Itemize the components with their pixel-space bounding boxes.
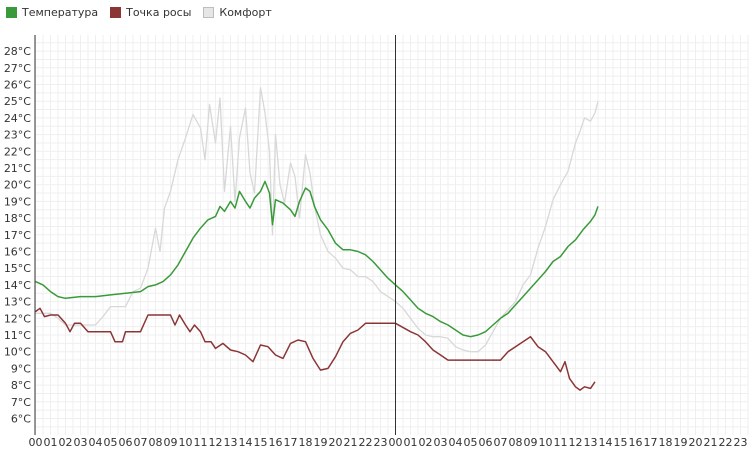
- x-tick-label: 18: [299, 436, 313, 449]
- x-tick-label: 07: [134, 436, 148, 449]
- x-tick-label: 14: [599, 436, 613, 449]
- legend-swatch-temperature: [6, 6, 17, 18]
- y-tick-label: 25°C: [4, 95, 31, 108]
- x-tick-label: 13: [224, 436, 238, 449]
- y-tick-label: 6°C: [11, 413, 31, 426]
- y-tick-label: 14°C: [4, 279, 31, 292]
- chart-legend: Температура Точка росы Комфорт: [6, 3, 284, 21]
- legend-swatch-dew-point: [110, 6, 122, 18]
- legend-swatch-comfort: [203, 6, 215, 18]
- x-tick-label: 22: [719, 436, 733, 449]
- y-tick-label: 13°C: [4, 296, 31, 309]
- x-tick-label: 21: [704, 436, 718, 449]
- x-tick-label: 06: [479, 436, 493, 449]
- x-tick-label: 20: [329, 436, 343, 449]
- x-tick-label: 21: [344, 436, 358, 449]
- x-tick-label: 16: [269, 436, 283, 449]
- x-tick-label: 17: [284, 436, 298, 449]
- x-tick-label: 05: [464, 436, 478, 449]
- x-tick-label: 05: [104, 436, 118, 449]
- x-tick-label: 10: [179, 436, 193, 449]
- y-tick-label: 23°C: [4, 129, 31, 142]
- y-tick-label: 17°C: [4, 229, 31, 242]
- y-tick-label: 8°C: [11, 379, 31, 392]
- y-axis-ticks: 6°C 7°C 8°C 9°C 10°C 11°C 12°C 13°C 14°C 15°C 16°C…: [4, 45, 31, 425]
- x-tick-label: 04: [449, 436, 463, 449]
- x-tick-label: 20: [689, 436, 703, 449]
- x-tick-label: 09: [524, 436, 538, 449]
- x-tick-label: 19: [314, 436, 328, 449]
- x-tick-label: 03: [74, 436, 88, 449]
- x-tick-label: 00: [29, 436, 43, 449]
- y-tick-label: 7°C: [11, 396, 31, 409]
- chart-series: [35, 87, 599, 391]
- x-tick-label: 08: [149, 436, 163, 449]
- x-tick-label: 12: [569, 436, 583, 449]
- y-tick-label: 19°C: [4, 195, 31, 208]
- x-tick-label: 15: [614, 436, 628, 449]
- y-tick-label: 24°C: [4, 112, 31, 125]
- legend-item-dew-point[interactable]: Точка росы: [110, 6, 191, 19]
- legend-item-comfort[interactable]: Комфорт: [203, 5, 272, 19]
- y-tick-label: 20°C: [4, 179, 31, 192]
- series-line-dew-point: [35, 307, 596, 391]
- x-tick-label: 06: [119, 436, 133, 449]
- legend-label-dew-point: Точка росы: [126, 5, 192, 19]
- y-tick-label: 11°C: [4, 329, 31, 342]
- x-tick-label: 19: [674, 436, 688, 449]
- y-tick-label: 16°C: [4, 246, 31, 259]
- chart-grid: [35, 35, 749, 435]
- x-tick-label: 01: [44, 436, 58, 449]
- x-tick-label: 12: [209, 436, 223, 449]
- series-line-temperature: [35, 180, 599, 338]
- y-tick-label: 10°C: [4, 346, 31, 359]
- x-tick-label: 16: [629, 436, 643, 449]
- x-tick-label: 08: [509, 436, 523, 449]
- x-tick-label: 11: [554, 436, 568, 449]
- x-tick-label: 23: [734, 436, 748, 449]
- x-tick-label: 01: [404, 436, 418, 449]
- x-tick-label: 13: [584, 436, 598, 449]
- chart-axes: [34, 35, 396, 435]
- x-tick-label: 02: [419, 436, 433, 449]
- y-tick-label: 18°C: [4, 212, 31, 225]
- x-tick-label: 11: [194, 436, 208, 449]
- series-line-comfort: [35, 87, 599, 353]
- x-tick-label: 14: [239, 436, 253, 449]
- legend-label-temperature: Температура: [22, 5, 99, 19]
- x-tick-label: 04: [89, 436, 103, 449]
- x-tick-label: 02: [59, 436, 73, 449]
- x-tick-label: 22: [359, 436, 373, 449]
- legend-item-temperature[interactable]: Температура: [6, 6, 98, 19]
- y-tick-label: 12°C: [4, 312, 31, 325]
- y-tick-label: 26°C: [4, 79, 31, 92]
- y-tick-label: 9°C: [11, 362, 31, 375]
- x-tick-label: 10: [539, 436, 553, 449]
- x-tick-label: 09: [164, 436, 178, 449]
- x-tick-label: 18: [659, 436, 673, 449]
- x-tick-label: 03: [434, 436, 448, 449]
- legend-label-comfort: Комфорт: [219, 5, 272, 19]
- y-tick-label: 28°C: [4, 45, 31, 58]
- x-axis-ticks: 00 01 02 03 04 05 06 07 08 09 10 11 12 13 14 15 16 17 18 19…: [29, 436, 748, 449]
- y-tick-label: 22°C: [4, 145, 31, 158]
- x-tick-label: 15: [254, 436, 268, 449]
- y-tick-label: 21°C: [4, 162, 31, 175]
- y-tick-label: 27°C: [4, 62, 31, 75]
- y-tick-label: 15°C: [4, 262, 31, 275]
- x-tick-label: 23: [374, 436, 388, 449]
- x-tick-label: 07: [494, 436, 508, 449]
- x-tick-label: 00: [389, 436, 403, 449]
- x-tick-label: 17: [644, 436, 658, 449]
